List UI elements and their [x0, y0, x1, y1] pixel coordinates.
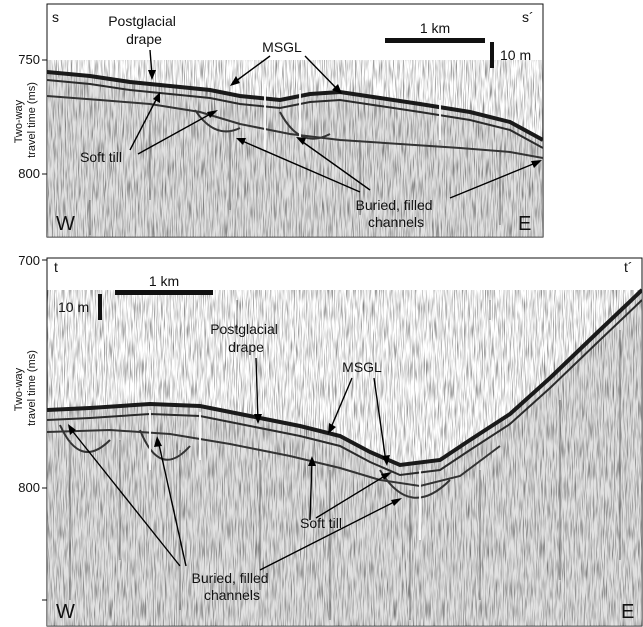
bottom-arrowheads: [68, 414, 402, 506]
bottom-scale-km-label: 1 km: [149, 273, 179, 289]
top-corner-label-right: s´: [522, 9, 534, 25]
top-label-west: W: [56, 213, 75, 235]
top-label-east: E: [518, 213, 531, 235]
bottom-label-buried-channels: Buried, filled channels: [192, 570, 273, 603]
bottom-scale-bars: 1 km 10 m: [58, 273, 213, 320]
bottom-seismic-panel: t t´ 700 800 Two-way travel time (ms) 1 …: [13, 253, 643, 627]
top-drape-reflector: [47, 79, 543, 149]
bottom-seafloor-reflector: [47, 288, 642, 468]
bottom-label-postglacial-drape: Postglacial drape: [210, 321, 282, 355]
top-buried-channel-1: [194, 109, 241, 133]
top-label-msgl: MSGL: [262, 39, 302, 55]
top-scale-bars: 1 km 10 m: [385, 20, 531, 68]
bottom-buried-channel-1: [59, 424, 111, 453]
bottom-dark-streaks: [69, 300, 621, 620]
top-vertical-streaks: [264, 84, 441, 150]
bottom-vertical-streaks: [149, 410, 421, 540]
bottom-buried-channel-3: [379, 469, 451, 499]
bottom-scale-m-label: 10 m: [58, 299, 89, 315]
top-till-base-reflector: [47, 95, 543, 159]
top-scale-km-label: 1 km: [420, 20, 450, 36]
bottom-label-soft-till: Soft till: [300, 515, 342, 531]
top-corner-label-left: s: [52, 9, 59, 25]
bottom-label-msgl: MSGL: [342, 359, 382, 375]
bottom-noise-texture: [47, 290, 642, 626]
bottom-label-west: W: [56, 601, 75, 623]
top-dark-streaks: [89, 120, 501, 235]
bottom-label-east: E: [621, 601, 634, 623]
top-scale-m-label: 10 m: [500, 47, 531, 63]
bottom-y-axis-title: Two-way travel time (ms): [13, 350, 38, 426]
top-label-postglacial-drape: Postglacial drape: [108, 13, 180, 47]
top-y-axis: 750 800 Two-way travel time (ms): [13, 52, 47, 181]
bottom-corner-label-left: t: [54, 259, 58, 275]
top-seismic-panel: s s´ 750 800 Two-way travel time (ms) 1 …: [13, 3, 544, 238]
top-buried-channel-2: [279, 111, 331, 140]
top-label-soft-till: Soft till: [80, 149, 122, 165]
top-arrowheads: [148, 70, 542, 168]
top-y-tick-800: 800: [18, 166, 40, 181]
top-y-tick-750: 750: [18, 52, 40, 67]
bottom-annotation-arrows: [69, 357, 399, 571]
bottom-corner-label-right: t´: [624, 259, 633, 275]
bottom-y-tick-800: 800: [18, 480, 40, 495]
top-label-buried-channels: Buried, filled channels: [356, 197, 437, 230]
top-seafloor-reflector: [47, 70, 543, 142]
bottom-y-tick-700: 700: [18, 253, 40, 268]
top-y-axis-title: Two-way travel time (ms): [13, 82, 38, 158]
bottom-drape-reflector: [47, 299, 642, 477]
top-annotation-arrows: [129, 49, 539, 199]
bottom-y-axis: 700 800 Two-way travel time (ms): [13, 253, 47, 601]
